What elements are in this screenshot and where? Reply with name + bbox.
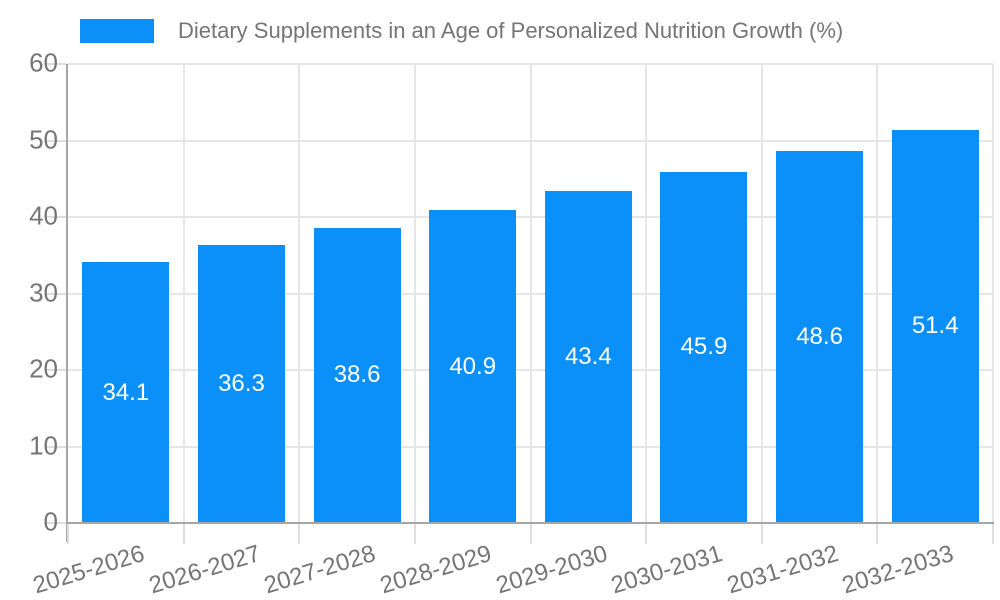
x-axis-tick xyxy=(182,524,185,544)
x-axis-tick xyxy=(67,524,69,544)
x-axis-tick xyxy=(413,524,416,544)
v-gridline xyxy=(760,64,763,523)
y-axis-tick-label: 40 xyxy=(29,200,58,231)
y-axis-tick xyxy=(46,292,66,295)
x-axis-tick xyxy=(298,524,301,544)
y-axis-tick-label: 50 xyxy=(29,123,58,154)
v-gridline xyxy=(182,64,185,523)
bar[interactable] xyxy=(429,210,517,523)
v-gridline xyxy=(413,64,416,523)
y-axis-tick xyxy=(46,522,66,524)
y-axis-tick xyxy=(46,139,66,142)
x-axis-line xyxy=(66,522,994,524)
bar-value-label: 40.9 xyxy=(449,352,497,380)
bar-value-label: 48.6 xyxy=(796,323,843,351)
bar[interactable] xyxy=(660,171,748,523)
v-gridline xyxy=(529,64,532,523)
y-axis-tick xyxy=(46,63,66,65)
x-axis-tick-label: 2029-2030 xyxy=(492,540,611,600)
y-axis-tick xyxy=(46,216,66,218)
x-axis-tick-label: 2030-2031 xyxy=(608,540,726,600)
x-axis-tick-label: 2025-2026 xyxy=(30,540,148,600)
bar[interactable] xyxy=(197,245,285,523)
legend[interactable]: Dietary Supplements in an Age of Persona… xyxy=(80,18,843,44)
bar[interactable] xyxy=(544,191,632,523)
bar[interactable] xyxy=(313,227,401,523)
x-axis-tick xyxy=(876,524,879,544)
bar[interactable] xyxy=(891,129,979,523)
y-axis-tick-label: 60 xyxy=(29,47,58,78)
x-axis-tick-label: 2026-2027 xyxy=(145,540,264,600)
x-axis-tick xyxy=(760,524,763,544)
x-axis-tick xyxy=(992,524,994,544)
bar[interactable] xyxy=(776,151,864,523)
bar-value-label: 43.4 xyxy=(564,342,612,370)
chart-title: Dietary Supplements in an Age of Persona… xyxy=(178,18,844,43)
x-axis-tick xyxy=(645,524,648,544)
y-axis-line xyxy=(66,64,68,542)
x-axis-tick-label: 2032-2033 xyxy=(839,540,958,600)
y-axis-tick-label: 10 xyxy=(29,429,58,460)
y-axis-tick-label: 0 xyxy=(43,506,58,537)
bar-value-label: 38.6 xyxy=(333,361,381,389)
bar-value-label: 36.3 xyxy=(218,370,265,398)
plot-area: 34.1 36.3 38.6 40.9 43.4 45.9 48.6 51.4 xyxy=(68,63,994,523)
x-axis-tick-label: 2027-2028 xyxy=(261,540,379,600)
y-axis-tick-label: 30 xyxy=(29,276,58,307)
bar-value-label: 34.1 xyxy=(102,378,150,406)
v-gridline xyxy=(992,64,994,523)
v-gridline xyxy=(298,64,301,523)
legend-swatch[interactable] xyxy=(80,19,154,43)
y-axis-tick xyxy=(46,445,66,448)
bar-value-label: 45.9 xyxy=(680,333,728,361)
v-gridline xyxy=(645,64,648,523)
y-axis-tick-label: 20 xyxy=(29,353,58,384)
y-axis-tick xyxy=(46,369,66,371)
bar[interactable] xyxy=(82,262,170,523)
x-axis-tick-label: 2031-2032 xyxy=(723,540,842,600)
v-gridline xyxy=(876,64,879,523)
x-axis-tick xyxy=(529,524,532,544)
x-axis-tick-label: 2028-2029 xyxy=(376,540,495,600)
bar-value-label: 51.4 xyxy=(911,312,959,340)
